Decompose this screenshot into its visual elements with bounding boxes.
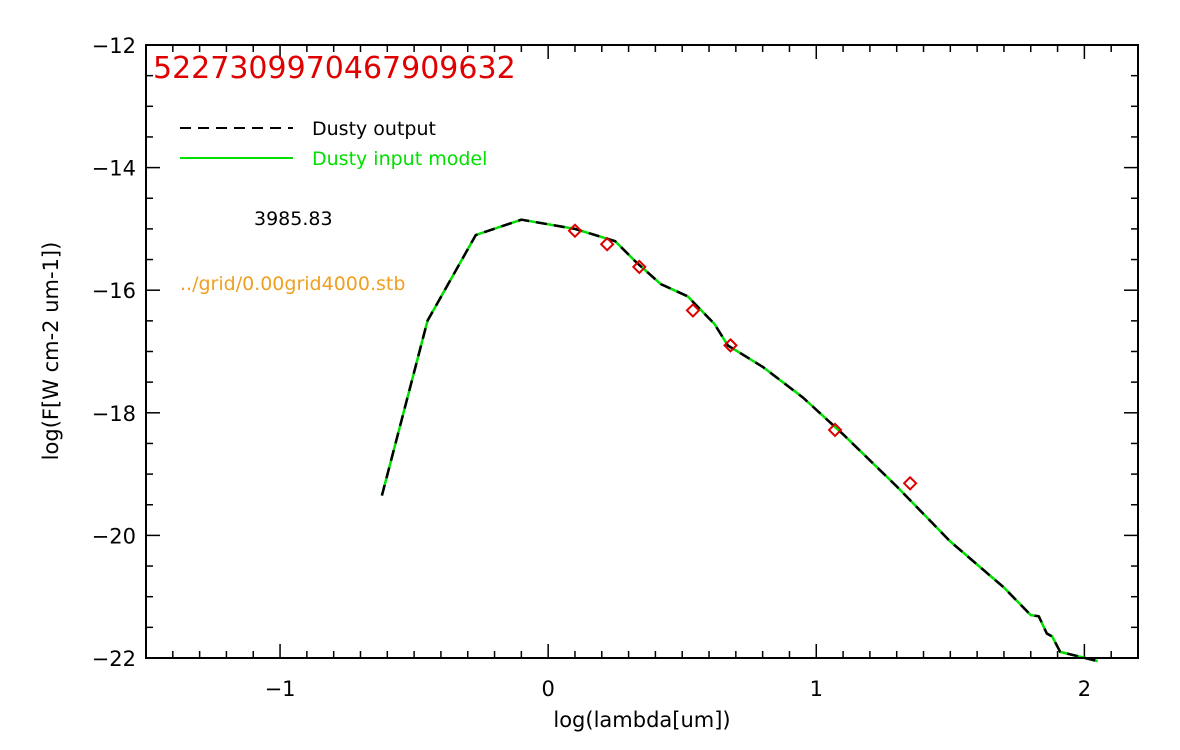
axis-tick-labels: −1 0 1 2 −22 −20 −18 −16 −14 −12 <box>92 34 1091 701</box>
legend-label-dusty-output: Dusty output <box>312 118 436 140</box>
grid-file-annotation: ../grid/0.00grid4000.stb <box>180 273 405 295</box>
series-lines <box>380 218 1099 663</box>
data-point-diamond <box>567 223 583 239</box>
y-tick-label: −14 <box>92 157 136 181</box>
legend-label-dusty-input-model: Dusty input model <box>312 148 487 170</box>
x-tick-label: 0 <box>541 677 554 701</box>
x-tick-label: 2 <box>1078 677 1091 701</box>
x-axis-label: log(lambda[um]) <box>553 708 730 732</box>
series-line-dusty-output <box>380 218 1099 663</box>
x-tick-label: 1 <box>810 677 823 701</box>
data-point-diamond <box>685 303 701 318</box>
y-tick-label: −18 <box>92 402 136 426</box>
data-point-diamond <box>599 236 615 252</box>
temperature-annotation: 3985.83 <box>254 208 333 230</box>
data-point-diamond <box>902 475 918 491</box>
series-line-dusty-input-model <box>380 218 1099 663</box>
y-tick-label: −16 <box>92 279 136 303</box>
legend: Dusty output Dusty input model <box>180 118 487 170</box>
y-axis-label: log(F[W cm-2 um-1]) <box>39 242 63 461</box>
x-tick-label: −1 <box>265 677 296 701</box>
y-tick-label: −22 <box>92 647 136 671</box>
plot-frame <box>145 44 1139 659</box>
data-point-diamond <box>827 422 843 438</box>
data-point-diamond <box>723 337 738 353</box>
data-points <box>567 223 918 491</box>
y-tick-label: −12 <box>92 34 136 58</box>
y-tick-label: −20 <box>92 524 136 548</box>
axis-ticks <box>145 44 1139 659</box>
source-id-label: 5227309970467909632 <box>153 51 516 86</box>
data-point-diamond <box>631 259 647 275</box>
